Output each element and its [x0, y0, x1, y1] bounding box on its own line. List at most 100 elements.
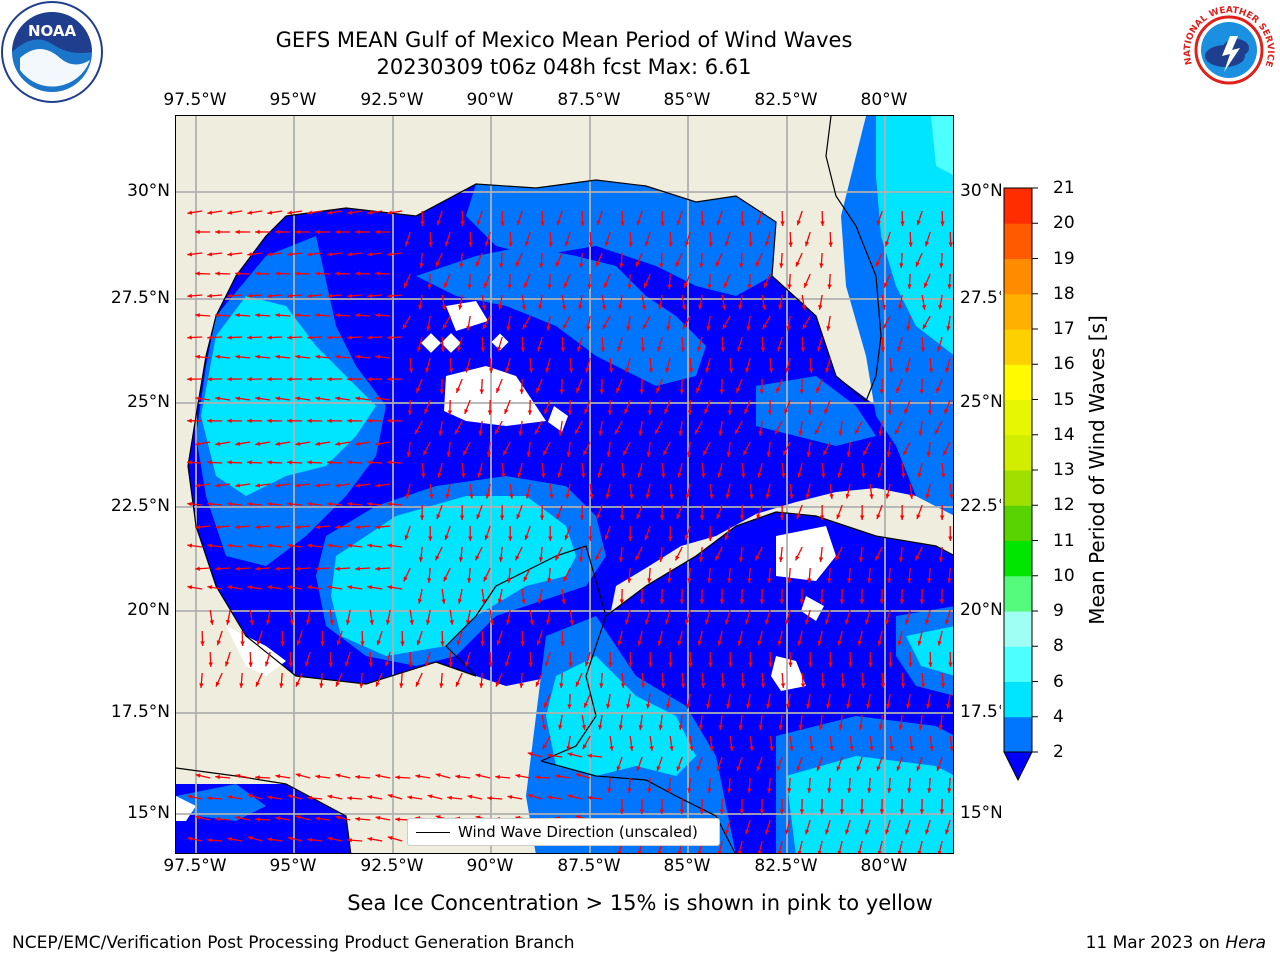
wind-wave-arrow-head [796, 514, 801, 520]
map-canvas [176, 116, 953, 853]
wind-wave-arrow-head [207, 418, 212, 423]
wind-wave-arrow-head [561, 599, 566, 604]
wind-wave-arrow-head [937, 346, 942, 352]
wind-wave-arrow-head [626, 703, 631, 709]
wind-wave-arrow-head [555, 555, 560, 561]
wind-wave-arrow-head [797, 640, 802, 646]
wind-wave-arrow-head [327, 210, 333, 215]
wind-wave-arrow-head [307, 837, 312, 843]
wind-wave-arrow-head [905, 829, 910, 835]
wind-wave-arrow-head [435, 555, 440, 561]
wind-wave-arrow-head [897, 640, 902, 646]
wind-wave-arrow-head [535, 681, 540, 687]
colorbar-band [1004, 258, 1032, 295]
wind-wave-arrow-head [699, 263, 704, 268]
wind-wave-arrow-head [522, 324, 527, 330]
wind-wave-arrow-head [466, 326, 471, 331]
wind-wave-arrow-head [295, 396, 301, 401]
wind-wave-arrow-head [639, 389, 644, 394]
wind-wave-arrow-head [727, 578, 732, 583]
wind-wave-arrow-head [578, 304, 583, 310]
wind-wave-arrow-head [355, 483, 361, 488]
wind-wave-arrow-head [927, 788, 932, 793]
wind-wave-arrow-head [947, 578, 952, 583]
wind-wave-arrow-head [347, 501, 352, 507]
wind-wave-arrow-head [455, 774, 461, 779]
wind-wave-arrow-head [919, 809, 925, 814]
wind-wave-arrow-head [445, 493, 450, 499]
colorbar-band [1004, 575, 1032, 612]
wind-wave-arrow-head [255, 271, 260, 276]
nws-logo: NATIONAL WEATHER SERVICE [1182, 3, 1276, 97]
wind-wave-arrow-head [781, 473, 786, 478]
wind-wave-arrow-head [477, 472, 482, 478]
wind-wave-arrow-head [799, 599, 805, 604]
lat-label-left: 27.5°N [110, 288, 170, 308]
wind-wave-arrow-head [335, 396, 341, 401]
wind-wave-arrow-head [489, 620, 494, 625]
wind-wave-arrow-head [920, 683, 926, 688]
lat-label-right: 27.5°N [960, 288, 1001, 308]
wind-wave-arrow-head [441, 599, 446, 604]
wind-wave-arrow-head [708, 662, 713, 667]
wind-wave-arrow-head [587, 795, 592, 801]
wind-wave-arrow-head [485, 493, 490, 499]
wind-wave-arrow-head [806, 703, 811, 709]
wind-wave-arrow-head [829, 746, 834, 751]
wind-wave-arrow-head [586, 326, 591, 331]
colorbar-tick-label: 11 [1053, 530, 1075, 551]
wind-wave-arrow-head [438, 431, 443, 436]
wind-wave-arrow-head [215, 681, 220, 687]
wind-wave-arrow-head [828, 662, 833, 667]
wind-wave-arrow-head [437, 472, 442, 478]
wind-wave-arrow-head [695, 429, 700, 435]
sea-ice-note: Sea Ice Concentration > 15% is shown in … [347, 891, 933, 915]
wind-wave-arrow-head [418, 557, 424, 562]
wind-wave-arrow-head [676, 766, 681, 772]
wind-wave-arrow-head [859, 809, 865, 814]
wind-wave-arrow-head [426, 326, 431, 331]
wind-wave-arrow-head [440, 641, 445, 646]
wind-wave-arrow-head [897, 850, 902, 853]
wind-wave-arrow-head [699, 515, 705, 520]
wind-wave-arrow-head [436, 514, 441, 520]
wind-wave-arrow-head [520, 347, 526, 352]
wind-wave-arrow-head [287, 376, 292, 382]
wind-wave-arrow-head [924, 241, 930, 247]
wind-wave-arrow-head [908, 662, 913, 667]
wind-wave-arrow-head [215, 441, 221, 446]
wind-wave-arrow-head [288, 662, 293, 667]
wind-wave-arrow-head [495, 429, 500, 435]
wind-wave-arrow-head [448, 368, 454, 373]
wind-wave-arrow-head [405, 493, 410, 499]
wind-wave-arrow-head [820, 221, 825, 226]
wind-wave-arrow-head [706, 326, 711, 331]
colorbar-tick-label: 4 [1053, 706, 1064, 727]
wind-wave-arrow-head [224, 661, 230, 667]
wind-wave-arrow-head [399, 683, 404, 688]
wind-wave-arrow-head [215, 483, 221, 488]
wind-wave-arrow-head [757, 640, 762, 646]
wind-wave-arrow-head [427, 284, 432, 289]
wind-wave-arrow-head [755, 261, 760, 267]
wind-wave-arrow-head [427, 794, 433, 799]
wind-wave-arrow-head [789, 494, 794, 499]
wind-wave-arrow-head [920, 347, 926, 352]
wind-wave-arrow-head [504, 661, 510, 667]
wind-wave-arrow-head [404, 282, 409, 288]
wind-wave-arrow-head [940, 221, 945, 226]
wind-wave-arrow-head [327, 585, 333, 590]
wind-wave-arrow-head [248, 662, 253, 667]
wind-wave-arrow-head [867, 578, 872, 583]
wind-wave-arrow-head [375, 483, 381, 488]
wind-wave-arrow-head [567, 794, 573, 799]
wind-wave-arrow-head [617, 346, 622, 352]
wind-wave-arrow-head [638, 725, 643, 730]
wind-wave-arrow-head [515, 555, 520, 561]
wind-wave-arrow-head [907, 284, 912, 289]
wind-wave-arrow-head [939, 809, 945, 814]
wind-wave-arrow-head [669, 494, 674, 499]
wind-wave-arrow-head [526, 452, 532, 457]
wind-wave-arrow-head [347, 796, 352, 801]
wind-wave-arrow-head [661, 473, 666, 478]
